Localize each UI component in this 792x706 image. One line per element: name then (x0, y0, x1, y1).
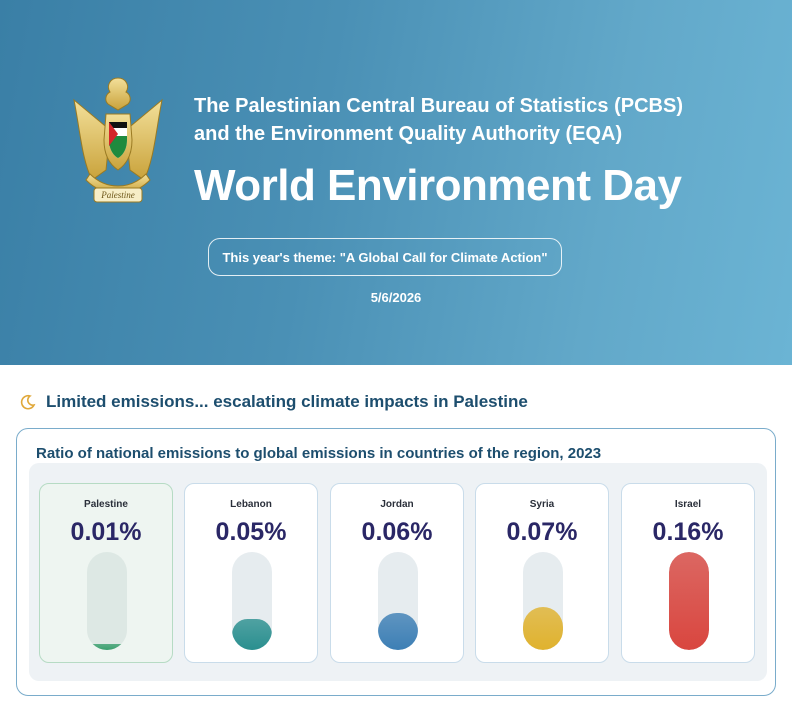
data-label: 0.05% (215, 518, 287, 546)
emission-tube (378, 552, 418, 650)
chart-title: Ratio of national emissions to global em… (36, 445, 602, 462)
org-line-pcbs: The Palestinian Central Bureau of Statis… (194, 95, 683, 117)
emission-bar (378, 613, 418, 650)
emissions-chart-panel: Palestine 0.01% Lebanon 0.05% Jordan 0.06% Syr… (29, 463, 767, 681)
emission-tube (87, 552, 127, 650)
event-date: 5/6/2026 (370, 290, 422, 305)
country-name-label: Lebanon (230, 499, 272, 510)
country-name-label: Israel (674, 499, 702, 510)
country-name-label: Palestine (84, 499, 128, 510)
section-heading: Limited emissions... escalating climate … (20, 389, 528, 415)
country-card-lebanon: Lebanon 0.05% (184, 483, 318, 663)
country-card-jordan: Jordan 0.06% (330, 483, 464, 663)
organization-names: The Palestinian Central Bureau of Statis… (194, 92, 754, 148)
crescent-icon (20, 394, 36, 410)
emission-bar (669, 552, 709, 650)
data-label: 0.07% (506, 518, 578, 546)
emissions-chart-card: Ratio of national emissions to global em… (16, 428, 776, 696)
palestine-eagle-emblem: Palestine (73, 77, 163, 203)
country-card-israel: Israel 0.16% (621, 483, 755, 663)
emission-bar (232, 619, 272, 650)
country-name-label: Syria (529, 499, 555, 510)
data-label: 0.16% (652, 518, 724, 546)
emission-bar (523, 607, 563, 650)
data-label: 0.06% (361, 518, 433, 546)
hero-banner: Palestine The Palestinian Central Bureau… (0, 0, 792, 365)
emblem-banner-text: Palestine (100, 190, 135, 200)
data-label: 0.01% (70, 518, 142, 546)
country-card-syria: Syria 0.07% (475, 483, 609, 663)
country-name-label: Jordan (380, 499, 414, 510)
emission-bar (87, 644, 127, 650)
section-heading-text: Limited emissions... escalating climate … (46, 392, 528, 411)
country-card-palestine: Palestine 0.01% (39, 483, 173, 663)
emission-tube (232, 552, 272, 650)
theme-badge: This year's theme: "A Global Call for Cl… (208, 238, 562, 276)
emission-tube (523, 552, 563, 650)
org-line-eqa: and the Environment Quality Authority (E… (194, 123, 623, 145)
emission-tube (669, 552, 709, 650)
page-title: World Environment Day (194, 161, 682, 210)
